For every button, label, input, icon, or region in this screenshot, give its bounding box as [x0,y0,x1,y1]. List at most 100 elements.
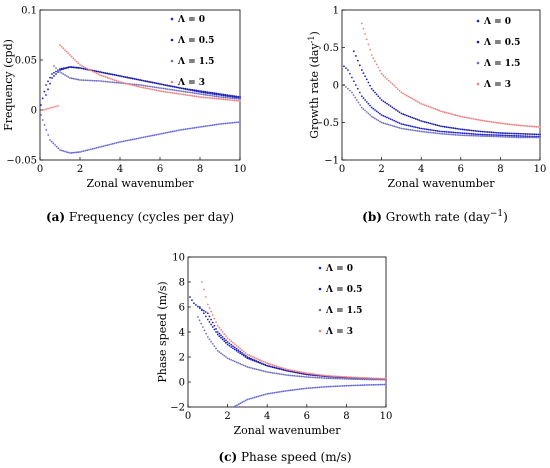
data-point [524,125,527,127]
data-point [235,349,238,352]
data-point [269,392,272,395]
data-point [137,137,140,140]
data-point [203,329,206,332]
data-point [275,365,278,367]
x-tick-label: 6 [157,164,163,175]
data-point [43,109,45,111]
data-point [140,84,143,87]
data-point [407,124,410,127]
data-point [232,345,234,347]
data-point [307,387,310,390]
data-point [352,94,355,96]
x-axis-label-a: Zonal wavenumber [86,177,194,190]
data-point [184,87,187,90]
data-point [314,373,317,376]
data-point [302,372,305,375]
data-point [177,86,180,89]
data-point [316,373,319,376]
data-point [224,98,227,101]
data-point [431,129,433,132]
data-point [266,364,269,367]
data-point [384,115,387,118]
data-point [211,124,214,126]
data-point [367,378,369,381]
data-point [155,82,158,85]
data-point [440,132,442,135]
data-point [233,348,236,351]
data-point [230,97,232,99]
data-point [228,97,230,99]
data-point [246,357,249,360]
data-point [318,386,321,389]
data-point [273,391,276,394]
data-point [239,402,242,405]
data-point [420,127,423,130]
data-point [351,76,353,79]
data-point [440,130,442,133]
data-point [370,378,373,381]
data-point [197,316,199,318]
data-point [97,70,100,73]
data-point [400,127,403,130]
data-point [142,79,145,82]
data-point [193,92,196,95]
data-point [62,68,65,70]
data-point [230,99,232,101]
data-point [205,332,208,335]
data-point [354,376,357,379]
data-point [463,116,466,119]
data-point [99,146,101,148]
data-point [447,126,450,129]
data-point [387,117,390,120]
data-point [216,324,219,327]
data-point [396,110,399,112]
data-point [304,373,306,376]
data-point [55,105,57,108]
data-point [191,95,194,97]
data-point [363,384,366,386]
data-point [501,132,504,134]
data-point [180,93,183,96]
data-point [225,356,227,358]
data-point [170,130,172,133]
data-point [400,91,403,94]
legend-marker [318,266,322,270]
data-point [95,72,98,75]
caption-b-label: (b) [362,210,382,224]
legend-entry: Λ = 0 [325,264,353,274]
data-point [418,130,421,133]
data-point [146,80,149,83]
data-point [463,128,466,131]
data-point [296,375,299,378]
data-point [47,88,49,91]
x-tick-label: 4 [117,164,123,175]
data-point [177,129,180,132]
data-point [364,99,366,101]
data-point [199,96,201,98]
data-point [449,133,451,136]
data-point [393,125,396,128]
x-tick-label: 10 [534,164,547,175]
data-point [220,96,223,99]
y-tick-label: 0.1 [21,6,37,17]
data-point [211,95,214,97]
data-point [477,133,480,136]
data-point [173,89,176,92]
data-point [325,385,328,388]
data-point [111,142,114,145]
data-point [142,86,145,89]
y-tick-label: 0 [333,81,339,92]
data-point [468,129,471,132]
data-point [226,357,229,360]
data-point [79,64,81,66]
data-point [215,321,217,324]
data-point [223,354,226,357]
data-point [170,85,172,88]
data-point [148,87,150,90]
data-point [295,370,297,373]
data-point [202,312,205,315]
data-point [62,47,65,50]
data-point [472,134,475,137]
data-point [191,92,194,94]
data-point [422,120,424,123]
